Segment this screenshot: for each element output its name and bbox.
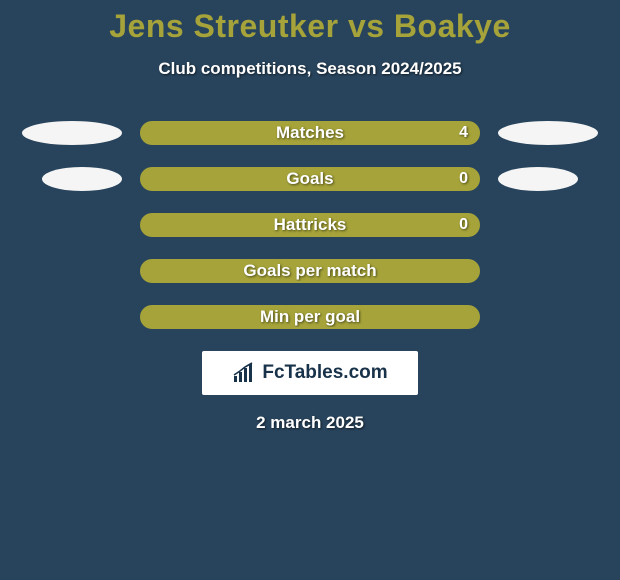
stat-bar: Matches 4	[140, 121, 480, 145]
stat-value-right: 0	[459, 216, 468, 234]
stat-label: Goals per match	[243, 261, 376, 281]
stat-label: Matches	[276, 123, 344, 143]
left-value-pill	[42, 167, 122, 191]
right-value-pill	[498, 167, 578, 191]
source-badge: FcTables.com	[202, 351, 418, 395]
stat-label: Goals	[286, 169, 333, 189]
stat-bar: Goals per match	[140, 259, 480, 283]
page-title: Jens Streutker vs Boakye	[0, 0, 620, 45]
stat-label: Hattricks	[274, 215, 347, 235]
stat-value-right: 4	[459, 124, 468, 142]
stat-row-goals-per-match: Goals per match	[0, 259, 620, 283]
stat-row-hattricks: Hattricks 0	[0, 213, 620, 237]
stat-bar: Goals 0	[140, 167, 480, 191]
stat-value-right: 0	[459, 170, 468, 188]
stat-label: Min per goal	[260, 307, 360, 327]
subtitle: Club competitions, Season 2024/2025	[0, 59, 620, 79]
left-value-pill	[22, 121, 122, 145]
stat-rows: Matches 4 Goals 0 Hattricks 0 Goals	[0, 121, 620, 329]
snapshot-date: 2 march 2025	[0, 413, 620, 433]
stat-row-matches: Matches 4	[0, 121, 620, 145]
chart-icon	[232, 362, 256, 384]
stat-bar: Hattricks 0	[140, 213, 480, 237]
stat-bar: Min per goal	[140, 305, 480, 329]
stat-row-goals: Goals 0	[0, 167, 620, 191]
source-badge-text: FcTables.com	[262, 362, 387, 384]
stat-row-min-per-goal: Min per goal	[0, 305, 620, 329]
comparison-infographic: Jens Streutker vs Boakye Club competitio…	[0, 0, 620, 580]
right-value-pill	[498, 121, 598, 145]
